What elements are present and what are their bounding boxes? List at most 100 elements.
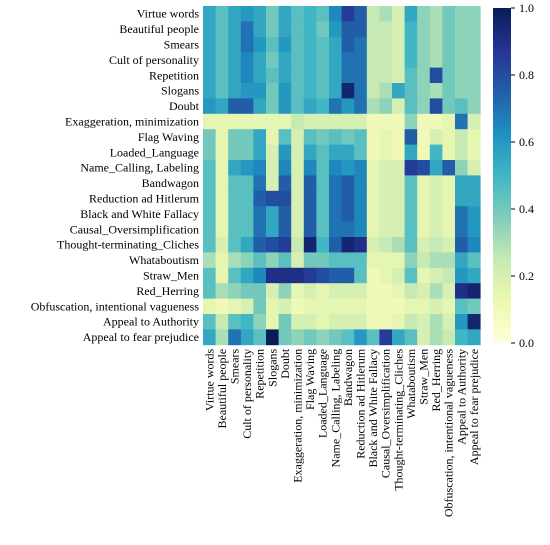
heatmap-cell	[341, 298, 355, 315]
heatmap-cell	[215, 329, 229, 346]
heatmap-cell	[417, 252, 431, 269]
heatmap-cell	[215, 237, 229, 253]
heatmap-cell	[278, 98, 292, 115]
heatmap-cell	[228, 329, 242, 346]
heatmap-cell	[341, 252, 355, 269]
heatmap-cell	[278, 129, 292, 145]
heatmap-cell	[253, 67, 267, 84]
heatmap-cell	[303, 190, 317, 207]
heatmap-cell	[417, 98, 431, 115]
heatmap-cell	[228, 221, 242, 238]
heatmap-cell	[341, 329, 355, 346]
row-label: Loaded_Language	[110, 145, 199, 159]
heatmap-cell	[253, 252, 267, 269]
heatmap-cell	[354, 160, 368, 176]
heatmap-cell	[404, 314, 418, 330]
heatmap-cell	[455, 36, 468, 53]
heatmap-cell	[354, 144, 368, 161]
heatmap-cell	[266, 144, 279, 161]
row-label: Black and White Fallacy	[80, 207, 199, 221]
row-label: Exaggeration, minimization	[65, 115, 199, 129]
heatmap-cell	[329, 252, 342, 269]
heatmap-cell	[291, 252, 305, 269]
heatmap-cell	[442, 129, 456, 145]
heatmap-cell	[467, 67, 481, 84]
heatmap-cell	[379, 206, 393, 222]
heatmap-cell	[303, 314, 317, 330]
heatmap-cell	[442, 6, 456, 22]
heatmap-cell	[417, 144, 431, 161]
heatmap-cell	[266, 129, 279, 145]
heatmap-cell	[467, 175, 481, 192]
heatmap-cell	[316, 283, 330, 299]
heatmap-cell	[266, 6, 279, 22]
heatmap-cell	[417, 6, 431, 22]
heatmap-cell	[228, 6, 242, 22]
heatmap-cell	[455, 221, 468, 238]
column-label: Red_Herring	[429, 349, 443, 412]
heatmap-cell	[266, 113, 279, 130]
heatmap-cell	[341, 52, 355, 68]
heatmap-cell	[240, 237, 254, 253]
heatmap-cell	[303, 21, 317, 38]
heatmap-cell	[240, 283, 254, 299]
heatmap-cell	[215, 267, 229, 284]
row-label: Flag Waving	[138, 130, 199, 144]
heatmap-cell	[278, 283, 292, 299]
heatmap-cell	[417, 221, 431, 238]
heatmap-cell	[366, 190, 380, 207]
heatmap-cell	[228, 98, 242, 115]
heatmap-cell	[215, 113, 229, 130]
heatmap-cell	[228, 129, 242, 145]
heatmap-cell	[329, 329, 342, 346]
heatmap-cell	[379, 67, 393, 84]
heatmap-cell	[392, 144, 405, 161]
heatmap-cell	[467, 129, 481, 145]
heatmap-cell	[442, 175, 456, 192]
heatmap-cell	[442, 298, 456, 315]
heatmap-cell	[240, 314, 254, 330]
heatmap-cell	[291, 36, 305, 53]
heatmap-cell	[329, 314, 342, 330]
heatmap-cell	[379, 267, 393, 284]
heatmap-cell	[429, 144, 443, 161]
heatmap-cell	[429, 6, 443, 22]
heatmap-cell	[253, 221, 267, 238]
heatmap-cell	[291, 144, 305, 161]
heatmap-cell	[329, 267, 342, 284]
heatmap-cell	[253, 21, 267, 38]
heatmap-cell	[203, 36, 216, 53]
heatmap-cell	[442, 329, 456, 346]
heatmap-cell	[392, 206, 405, 222]
row-label: Thought-terminating_Cliches	[57, 238, 199, 252]
row-label: Appeal to fear prejudice	[83, 330, 199, 344]
heatmap-cell	[316, 52, 330, 68]
heatmap-cell	[215, 190, 229, 207]
heatmap-cell	[341, 36, 355, 53]
heatmap-cell	[404, 67, 418, 84]
heatmap-cell	[429, 113, 443, 130]
heatmap-cell	[253, 144, 267, 161]
heatmap-cell	[303, 298, 317, 315]
heatmap-cell	[253, 36, 267, 53]
heatmap-cell	[291, 67, 305, 84]
heatmap-cell	[366, 98, 380, 115]
heatmap-cell	[240, 83, 254, 99]
heatmap-cell	[291, 83, 305, 99]
heatmap-cell	[455, 21, 468, 38]
heatmap-cell	[329, 36, 342, 53]
heatmap-cell	[455, 113, 468, 130]
heatmap-cell	[303, 221, 317, 238]
heatmap-cell	[467, 160, 481, 176]
heatmap-cell	[253, 314, 267, 330]
heatmap-cell	[467, 113, 481, 130]
heatmap-cell	[291, 221, 305, 238]
row-label: Doubt	[169, 99, 200, 113]
heatmap-cell	[429, 298, 443, 315]
heatmap-cell	[429, 175, 443, 192]
heatmap-cell	[316, 67, 330, 84]
heatmap-cell	[240, 298, 254, 315]
heatmap-cell	[303, 206, 317, 222]
heatmap-cell	[240, 206, 254, 222]
heatmap-cell	[203, 221, 216, 238]
